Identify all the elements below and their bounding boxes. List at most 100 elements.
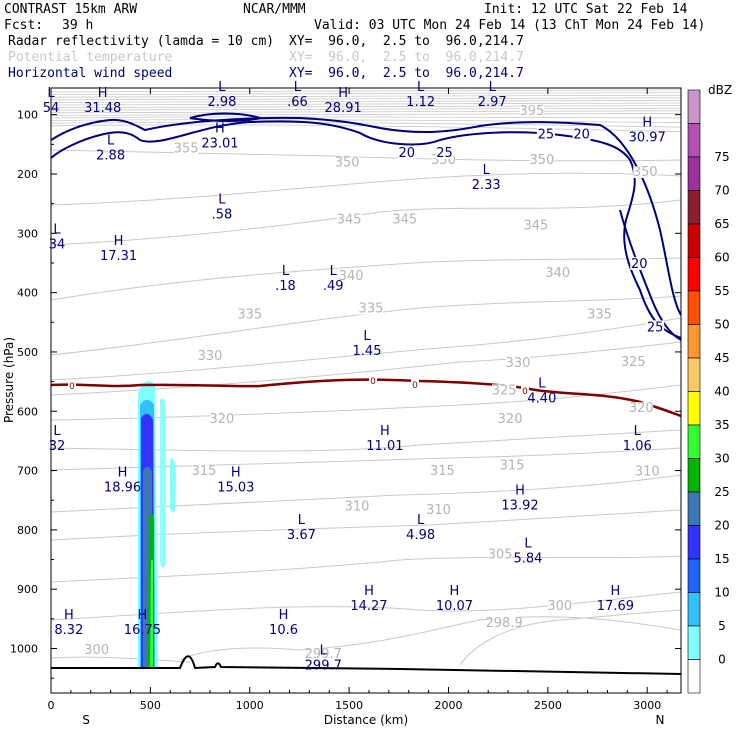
theta-label: 310 [426, 503, 451, 518]
theta-label: 335 [359, 301, 384, 316]
y-tick-label: 600 [17, 405, 38, 418]
theta-label: 345 [392, 212, 417, 227]
stratospheric-theta-line [51, 97, 681, 101]
wind-label: 25 [647, 320, 664, 335]
field-xy-theta: XY= 96.0, 2.5 to 96.0,214.7 [289, 50, 524, 65]
colorbar-level-label: 15 [714, 552, 729, 566]
stratospheric-theta-line [51, 89, 681, 93]
theta-label: 350 [529, 153, 554, 168]
terrain-line [51, 655, 681, 675]
colorbar-level-label: 75 [714, 150, 729, 164]
x-tick-label: 2500 [534, 699, 562, 712]
extremum-symbol: H [215, 121, 225, 136]
theta-label-bg [311, 648, 336, 661]
extremum-value: 15.03 [217, 481, 254, 496]
colorbar-level-label: 10 [714, 586, 729, 600]
extremum-value: 10.6 [269, 623, 298, 638]
theta-low-4 [459, 609, 681, 666]
freezing-label: 0 [69, 382, 75, 392]
wind-label-bg [397, 146, 416, 160]
theta-label-bg [84, 644, 109, 657]
extremum-value: .49 [323, 279, 344, 294]
forecast-hour: 39 h [62, 18, 94, 33]
wind-label-bg [536, 127, 555, 141]
freezing-level-labels: 0 0 0 0 [68, 375, 529, 397]
extremum-symbol: L [320, 643, 328, 658]
colorbar-swatch [687, 458, 701, 493]
theta-label: 355 [174, 141, 199, 156]
extremum-symbol: L [483, 163, 491, 178]
theta-345 [51, 199, 681, 246]
theta-label: 315 [192, 464, 217, 479]
theta-label: 330 [506, 356, 531, 371]
refl-side-cell [170, 458, 176, 513]
theta-label: 299.7 [305, 647, 342, 662]
valid-time: Valid: 03 UTC Mon 24 Feb 14 (13 ChT Mon … [314, 18, 706, 33]
theta-label-bg [174, 142, 199, 155]
wind-label-bg [572, 127, 591, 141]
extremum-symbol: H [364, 584, 374, 599]
field-label-reflectivity: Radar reflectivity (lamda = 10 cm) [8, 34, 275, 49]
extremum-symbol: H [338, 86, 348, 101]
theta-label-bg [523, 219, 548, 232]
theta-label-bg [237, 308, 262, 321]
x-axis-title: Distance (km) [324, 713, 408, 727]
colorbar-level-label: 70 [714, 184, 729, 198]
theta-label-bg [430, 464, 455, 477]
colorbar-swatch [687, 290, 701, 325]
extremum-symbol: L [489, 80, 497, 95]
stratospheric-theta-line [51, 124, 681, 133]
extremum-value: 14.27 [350, 599, 387, 614]
theta-low-1 [51, 555, 681, 583]
freezing-label-bg [68, 380, 76, 390]
wind-label-bg [435, 146, 454, 160]
x-tick-label: 0 [48, 699, 55, 712]
extremum-symbol: H [642, 116, 652, 131]
extremum-symbol: L [417, 80, 425, 95]
x-tick-label: 500 [140, 699, 161, 712]
theta-label: 325 [492, 383, 517, 398]
x-tick-label: 3000 [633, 699, 661, 712]
colorbar-swatch [687, 223, 701, 258]
theta-label: 315 [500, 459, 525, 474]
extremum-value: 2.97 [478, 95, 507, 110]
theta-label-bg [492, 384, 517, 397]
wind-label: 20 [398, 146, 415, 161]
extremum-symbol: L [53, 222, 61, 237]
field-label-wind: Horizontal wind speed [8, 66, 173, 81]
extremum-value: 1.45 [353, 344, 382, 359]
field-xy-reflectivity: XY= 96.0, 2.5 to 96.0,214.7 [289, 34, 524, 49]
x-tick-label: 2000 [434, 699, 462, 712]
wind-20-upper [51, 120, 681, 339]
theta-label-bg [621, 355, 646, 368]
theta-335 [51, 295, 681, 356]
extremum-symbol: H [515, 483, 525, 498]
theta-label-bg [335, 156, 360, 169]
freezing-level-line [51, 378, 681, 418]
freezing-label: 0 [370, 377, 376, 387]
colorbar-swatch [687, 491, 701, 526]
wind-label: 25 [538, 128, 555, 143]
theta-label-bg [629, 402, 654, 415]
theta-label: 345 [337, 212, 362, 227]
theta-label-bg [337, 213, 362, 226]
theta-label: 310 [635, 465, 660, 480]
theta-label: 320 [629, 401, 654, 416]
extremum-symbol: H [279, 608, 289, 623]
organization: NCAR/MMM [243, 2, 306, 17]
extremum-value: 1.12 [406, 95, 435, 110]
wind-20-right [619, 209, 681, 341]
theta-label: 340 [545, 266, 570, 281]
extremum-symbol: L [538, 377, 546, 392]
extremum-value: 5.84 [513, 552, 542, 567]
theta-label: 330 [198, 349, 223, 364]
theta-label: 305 [488, 548, 513, 563]
theta-325 [51, 341, 681, 396]
extremum-value: 34 [49, 237, 66, 252]
theta-label-bg [192, 464, 217, 477]
theta-label: 350 [633, 165, 658, 180]
wind-label-bg [630, 256, 649, 270]
colorbar: dBZ 0 5 10 15 20 25 30 35 40 45 50 55 60 65 70 75 [687, 83, 732, 694]
extremum-symbol: H [98, 86, 108, 101]
x-tick-label: 1500 [335, 699, 363, 712]
